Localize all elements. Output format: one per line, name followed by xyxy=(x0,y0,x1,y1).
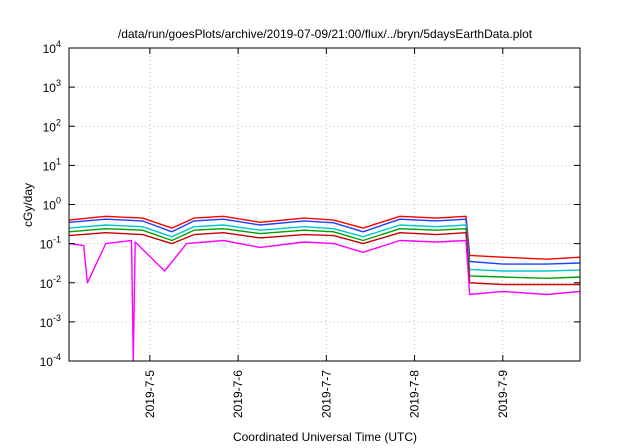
series-line xyxy=(68,218,581,265)
chart-title: /data/run/goesPlots/archive/2019-07-09/2… xyxy=(118,27,533,41)
series-line xyxy=(68,239,581,362)
y-tick-label: 100 xyxy=(43,196,61,213)
y-tick-label: 10-2 xyxy=(40,274,61,291)
x-tick-label: 2019-7-6 xyxy=(231,370,245,418)
series-group xyxy=(68,215,581,362)
x-ticks: 2019-7-5 2019-7-6 2019-7-7 2019-7-8 2019-7-9 xyxy=(143,48,510,418)
y-ticks: 10-4 10-3 10-2 10-1 100 101 102 103 104 xyxy=(40,39,580,369)
y-tick-label: 103 xyxy=(43,78,61,95)
x-axis-title: Coordinated Universal Time (UTC) xyxy=(233,430,417,444)
grid xyxy=(69,48,580,361)
x-tick-label: 2019-7-9 xyxy=(496,370,510,418)
x-tick-label: 2019-7-8 xyxy=(408,370,422,418)
y-tick-label: 104 xyxy=(43,39,61,56)
y-tick-label: 10-1 xyxy=(40,235,61,252)
y-axis-title: cGy/day xyxy=(21,183,35,227)
y-tick-label: 10-3 xyxy=(40,313,61,330)
x-tick-label: 2019-7-7 xyxy=(319,370,333,418)
series-line xyxy=(68,215,581,260)
x-tick-label: 2019-7-5 xyxy=(143,370,157,418)
series-line xyxy=(68,224,581,272)
y-tick-label: 102 xyxy=(43,117,61,134)
y-tick-label: 101 xyxy=(43,156,61,173)
y-tick-label: 10-4 xyxy=(40,352,61,369)
series-line xyxy=(68,227,581,279)
series-line xyxy=(68,231,580,286)
